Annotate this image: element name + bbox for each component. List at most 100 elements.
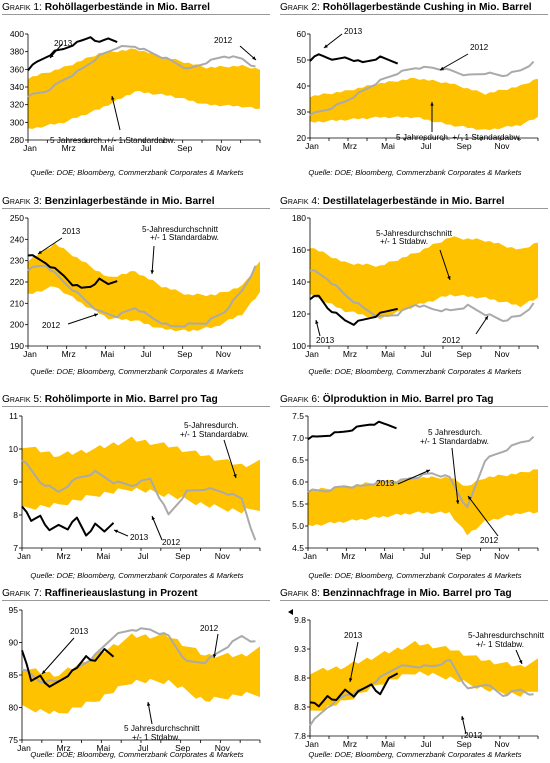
y-tick-label: 6.0 <box>292 477 304 487</box>
chart-number: Grafik 2: <box>280 2 320 13</box>
annotation-label: 2012 <box>470 43 489 52</box>
annotation-arrow <box>397 469 431 485</box>
y-tick-label: 180 <box>292 213 306 223</box>
arrowhead-icon <box>151 516 155 520</box>
x-tick-label: Nov <box>215 743 231 753</box>
series-2013-line <box>27 36 118 72</box>
y-tick-label: 20 <box>297 133 307 143</box>
chart-title: Grafik 2: Rohöllagerbestände Cushing in … <box>280 2 548 15</box>
annotation-label: 2012 <box>214 36 233 45</box>
x-tick-label: Jan <box>23 349 37 359</box>
arrowhead-icon <box>426 469 430 473</box>
annotation-arrow <box>41 637 75 675</box>
y-tick-label: 6.5 <box>292 455 304 465</box>
x-tick-label: Nov <box>216 349 232 359</box>
y-tick-label: 10 <box>9 444 19 454</box>
chart-source: Quelle: DOE; Bloomberg, Commerzbank Corp… <box>308 168 522 177</box>
chart-number: Grafik 4: <box>280 196 320 207</box>
annotation-label: 5-Jahresdurchschnitt <box>468 631 545 640</box>
y-tick-label: 11 <box>9 411 18 421</box>
x-tick-label: Mrz <box>343 739 357 749</box>
y-tick-label: 210 <box>10 298 24 308</box>
x-tick-label: Jul <box>421 141 432 151</box>
chart-svg: 7.8 8.3 8.8 9.3 9.8 Jan Mrz Mai Jul Sep Nov 2013 5-J… <box>288 609 545 749</box>
annotation-label: 2012 <box>442 336 461 345</box>
y-tick-label: 250 <box>10 213 24 223</box>
x-tick-label: Mai <box>380 551 394 561</box>
x-tick-label: Mrz <box>343 349 357 359</box>
x-tick-label: Mrz <box>62 349 76 359</box>
y-tick-label: 50 <box>297 55 307 65</box>
chart-title-text: Raffinerieauslastung in Prozent <box>44 588 198 599</box>
annotation-label: +/- 1 Stdabw. <box>476 640 524 649</box>
x-tick-label: Mrz <box>57 551 71 561</box>
y-tick-label: 5.5 <box>292 499 304 509</box>
arrowhead-icon <box>455 500 460 504</box>
x-tick-label: Nov <box>215 551 231 561</box>
y-tick-label: 120 <box>292 309 306 319</box>
y-tick-label: 100 <box>292 341 306 351</box>
x-tick-label: Mrz <box>62 143 76 153</box>
y-tick-label: 7.5 <box>292 411 304 421</box>
annotation-arrow <box>223 439 237 479</box>
band-area <box>310 236 538 320</box>
x-tick-label: Nov <box>494 551 510 561</box>
annotation-label: 2013 <box>54 39 73 48</box>
arrowhead-icon <box>461 716 465 720</box>
annotation-label: 2013 <box>344 27 363 36</box>
annotation-label: 5 Jahresdurch. <box>428 428 482 437</box>
annotation-arrow <box>147 701 153 725</box>
chart-svg: 4.5 5.0 5.5 6.0 6.5 7.0 7.5 Jan Mrz Mai Jul Sep Nov 5… <box>292 411 539 561</box>
band-area <box>28 243 260 332</box>
annotation-label: 2012 <box>200 624 219 633</box>
chart-title: Grafik 7: Raffinerieauslastung in Prozen… <box>2 588 270 601</box>
series-2012-line <box>309 269 535 322</box>
x-tick-label: Mai <box>381 739 395 749</box>
series-2012-line <box>307 435 535 509</box>
chart-title-text: Rohölimporte in Mio. Barrel pro Tag <box>44 394 218 405</box>
chart-source: Quelle: DOE; Bloomberg, Commerzbank Corp… <box>308 571 522 580</box>
arrowhead-icon <box>233 474 237 478</box>
y-tick-label: 8.8 <box>294 673 306 683</box>
arrowhead-icon <box>50 54 54 58</box>
annotation-arrow <box>439 249 451 281</box>
annotation-label: +/- 1 Standardabw. <box>180 430 249 439</box>
y-tick-label: 7.0 <box>292 433 304 443</box>
x-tick-label: Jul <box>141 349 152 359</box>
arrowhead-icon <box>252 56 256 60</box>
chart-source: Quelle: DOE; Bloomberg, Commerzbank Corp… <box>308 750 522 759</box>
chart-title-text: Rohöllagerbestände Cushing in Mio. Barre… <box>322 2 532 13</box>
y-tick-label: 9.3 <box>294 644 306 654</box>
x-tick-label: Jan <box>303 551 317 561</box>
arrowhead-icon <box>519 660 523 664</box>
chart-number: Grafik 6: <box>280 394 320 405</box>
x-tick-label: Nov <box>494 141 510 151</box>
x-tick-label: Mrz <box>343 141 357 151</box>
chart-source: Quelle: DOE; Bloomberg, Commerzbank Corp… <box>30 750 244 759</box>
x-tick-label: Mai <box>96 743 110 753</box>
annotation-arrow <box>111 95 121 131</box>
arrowhead-icon <box>38 250 42 254</box>
x-tick-label: Jul <box>138 743 149 753</box>
series-2013-line <box>309 294 398 326</box>
band-area <box>308 469 538 536</box>
annotation-arrow <box>439 53 469 71</box>
y-tick-label: 80 <box>9 703 19 713</box>
x-tick-label: Jul <box>141 143 152 153</box>
band-area <box>22 436 260 514</box>
chart-svg: 280 300 320 340 360 380 400 Jan Mrz Mai Jul Sep Nov 2… <box>10 29 261 153</box>
y-tick-label: 240 <box>10 234 24 244</box>
arrowhead-icon <box>111 96 115 100</box>
x-tick-label: Jul <box>421 349 432 359</box>
chart-source: Quelle: DOE; Bloomberg, Commerzbank Corp… <box>308 367 522 376</box>
chart-number: Grafik 3: <box>2 196 42 207</box>
x-tick-label: Jan <box>305 141 319 151</box>
y-tick-label: 140 <box>292 277 306 287</box>
chart-title: Grafik 4: Destillatelagerbestände in Mio… <box>280 196 548 209</box>
annotation-label: 2013 <box>70 627 89 636</box>
annotation-label: 2012 <box>464 731 483 740</box>
x-tick-label: Jan <box>17 551 31 561</box>
annotation-label: 5 Jahresdurch. +/- 1 Standardabw. <box>396 133 521 142</box>
annotation-arrow <box>37 237 63 255</box>
chart-source: Quelle: DOE; Bloomberg, Commerzbank Corp… <box>30 367 244 376</box>
